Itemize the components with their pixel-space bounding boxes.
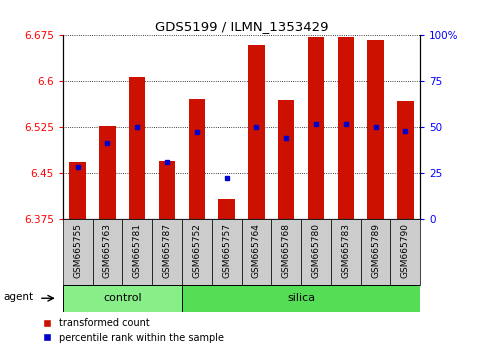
Bar [99,126,115,219]
Text: GSM665764: GSM665764 [252,223,261,278]
Bar [368,40,384,219]
FancyBboxPatch shape [93,219,122,285]
FancyBboxPatch shape [122,219,152,285]
Text: GSM665780: GSM665780 [312,223,320,278]
FancyBboxPatch shape [242,219,271,285]
Text: GSM665783: GSM665783 [341,223,350,278]
Text: GSM665787: GSM665787 [163,223,171,278]
Legend: transformed count, percentile rank within the sample: transformed count, percentile rank withi… [43,318,224,343]
Bar [70,162,86,219]
Bar [338,37,354,219]
FancyBboxPatch shape [63,285,182,312]
FancyBboxPatch shape [361,219,390,285]
FancyBboxPatch shape [152,219,182,285]
Text: GSM665763: GSM665763 [103,223,112,278]
Bar [129,77,145,219]
FancyBboxPatch shape [182,285,420,312]
Text: GSM665755: GSM665755 [73,223,82,278]
FancyBboxPatch shape [271,219,301,285]
Text: agent: agent [3,292,33,302]
Text: silica: silica [287,293,315,303]
Text: GSM665757: GSM665757 [222,223,231,278]
Text: GSM665752: GSM665752 [192,223,201,278]
Text: GSM665768: GSM665768 [282,223,291,278]
FancyBboxPatch shape [63,219,93,285]
Text: GSM665789: GSM665789 [371,223,380,278]
FancyBboxPatch shape [212,219,242,285]
Bar [159,161,175,219]
FancyBboxPatch shape [331,219,361,285]
Text: GSM665790: GSM665790 [401,223,410,278]
FancyBboxPatch shape [390,219,420,285]
Bar [308,37,324,219]
Text: control: control [103,293,142,303]
Bar [397,101,413,219]
Bar [248,45,265,219]
FancyBboxPatch shape [182,219,212,285]
Text: GSM665781: GSM665781 [133,223,142,278]
Bar [218,199,235,219]
Title: GDS5199 / ILMN_1353429: GDS5199 / ILMN_1353429 [155,20,328,33]
Bar [278,100,294,219]
Bar [189,99,205,219]
FancyBboxPatch shape [301,219,331,285]
